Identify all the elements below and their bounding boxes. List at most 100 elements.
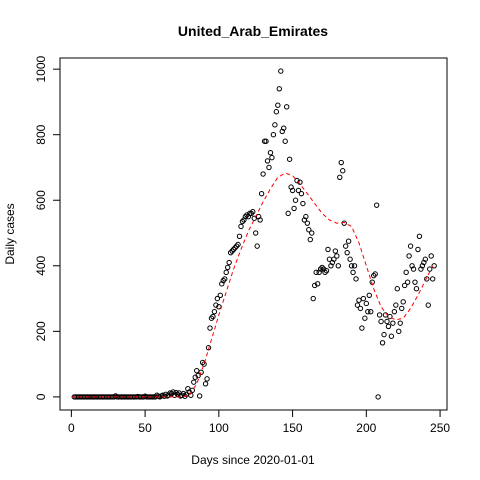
data-point — [238, 223, 244, 230]
data-point — [372, 271, 378, 277]
data-point — [205, 345, 212, 351]
data-point — [406, 253, 412, 259]
data-point — [283, 104, 290, 110]
data-point — [379, 340, 386, 346]
data-point — [431, 263, 437, 269]
data-point — [381, 331, 387, 338]
data-point — [375, 394, 381, 400]
data-point — [207, 325, 213, 331]
data-point — [416, 233, 423, 239]
data-point — [337, 174, 343, 180]
x-tick-label: 0 — [68, 421, 75, 435]
data-point — [270, 131, 277, 138]
data-point — [289, 187, 296, 194]
data-point — [429, 276, 436, 282]
data-point — [189, 387, 195, 394]
data-point — [415, 246, 421, 253]
data-point — [180, 390, 187, 397]
data-point — [404, 279, 411, 285]
data-point — [266, 164, 272, 171]
data-point — [332, 248, 339, 254]
data-point — [298, 190, 305, 197]
data-point — [196, 393, 203, 399]
data-point — [257, 217, 263, 223]
data-point — [350, 269, 356, 276]
data-point — [325, 246, 331, 253]
data-point — [291, 205, 297, 212]
data-point — [366, 292, 372, 298]
data-point — [194, 367, 200, 374]
data-point — [403, 269, 409, 276]
data-point — [384, 318, 390, 325]
data-point — [373, 202, 380, 208]
x-tick-label: 250 — [430, 421, 450, 435]
data-point — [304, 220, 311, 226]
data-point — [378, 318, 384, 325]
data-point — [393, 302, 399, 308]
data-point — [342, 243, 349, 249]
data-point — [348, 263, 355, 269]
data-point — [341, 220, 347, 226]
data-point — [263, 138, 269, 144]
data-point — [269, 154, 275, 161]
data-point — [202, 381, 209, 387]
data-point — [362, 315, 368, 321]
data-point — [258, 190, 265, 197]
y-tick-label: 0 — [34, 393, 48, 400]
data-point — [295, 187, 302, 194]
data-point — [292, 197, 299, 203]
x-tick-label: 50 — [138, 421, 152, 435]
x-axis-label: Days since 2020-01-01 — [191, 453, 315, 467]
data-point — [286, 156, 293, 162]
data-point — [235, 241, 241, 248]
data-point — [425, 302, 431, 308]
data-point — [314, 281, 321, 287]
data-point — [359, 325, 365, 331]
data-point — [413, 286, 420, 292]
data-point — [323, 268, 330, 274]
data-point — [253, 230, 259, 236]
data-point — [273, 109, 280, 115]
data-point — [278, 68, 284, 74]
data-point — [281, 125, 287, 131]
data-point — [198, 369, 204, 376]
data-point — [260, 171, 266, 177]
data-point — [391, 308, 398, 315]
data-point — [345, 238, 352, 244]
data-point — [267, 150, 274, 156]
data-point — [264, 158, 271, 164]
data-point — [365, 308, 371, 315]
data-point — [347, 256, 353, 262]
data-point — [353, 276, 359, 282]
data-point — [195, 372, 201, 379]
data-point — [251, 215, 257, 221]
data-point — [354, 302, 361, 308]
data-point — [401, 282, 408, 289]
data-point — [297, 179, 303, 185]
data-point — [307, 236, 313, 243]
data-point — [303, 213, 309, 220]
data-point — [340, 168, 346, 174]
data-point — [223, 269, 229, 276]
data-point — [282, 138, 288, 144]
data-point — [410, 266, 417, 272]
data-point — [360, 295, 367, 302]
fit-line — [71, 172, 434, 398]
data-point — [236, 233, 243, 239]
data-point — [254, 243, 260, 249]
y-tick-label: 400 — [34, 255, 48, 275]
data-point — [275, 102, 281, 108]
data-point — [363, 300, 370, 307]
y-tick-label: 600 — [34, 190, 48, 210]
data-point — [226, 259, 232, 266]
data-point — [276, 86, 283, 92]
data-point — [428, 253, 434, 259]
data-point — [400, 299, 406, 305]
data-point — [424, 276, 430, 282]
x-tick-label: 200 — [356, 421, 376, 435]
data-point — [217, 292, 224, 298]
data-point — [344, 249, 350, 256]
data-point — [313, 269, 319, 276]
data-point — [394, 286, 400, 292]
